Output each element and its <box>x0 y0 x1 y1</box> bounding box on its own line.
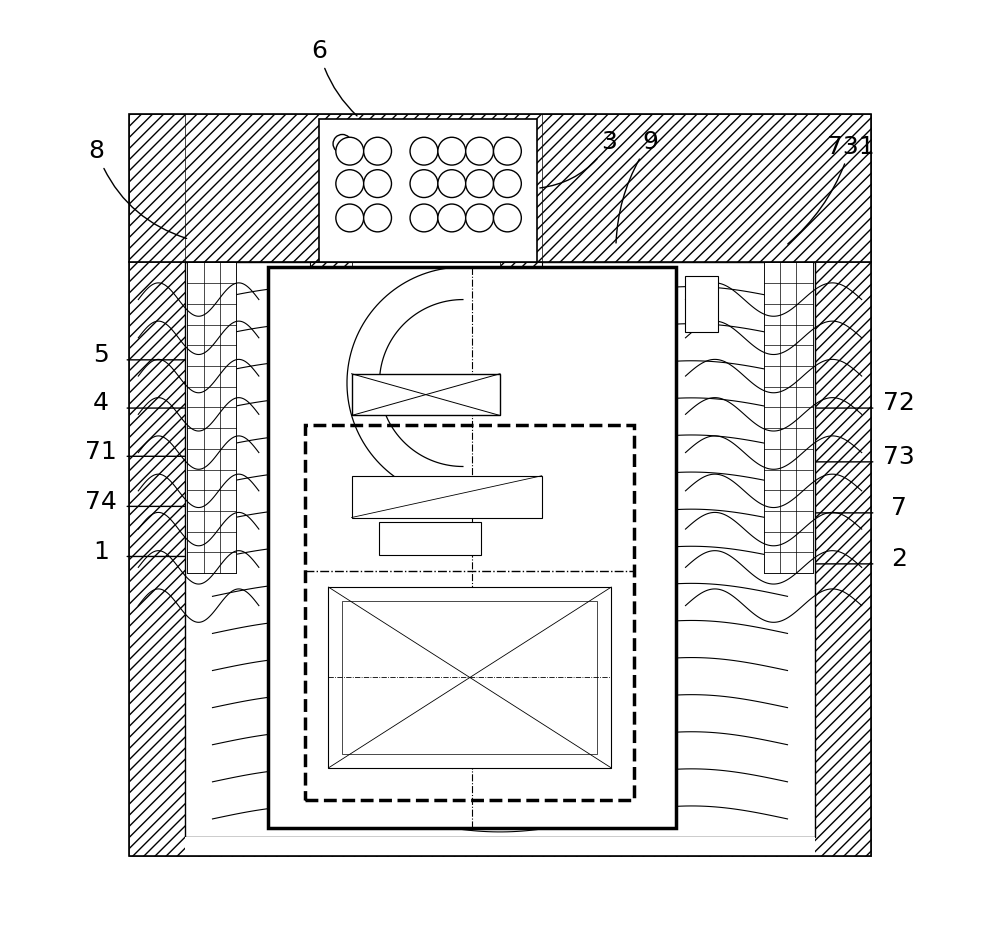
Bar <box>352 262 500 573</box>
Circle shape <box>336 170 364 198</box>
Bar <box>310 262 542 573</box>
Circle shape <box>410 170 438 198</box>
Circle shape <box>410 204 438 232</box>
Circle shape <box>494 170 521 198</box>
Circle shape <box>494 204 521 232</box>
Bar <box>310 262 352 573</box>
Text: 2: 2 <box>891 548 907 571</box>
Text: 7: 7 <box>891 496 907 521</box>
Circle shape <box>438 204 466 232</box>
Text: 731: 731 <box>788 134 874 244</box>
Text: 4: 4 <box>93 392 109 415</box>
Text: 72: 72 <box>883 392 915 415</box>
Bar <box>129 114 185 262</box>
Text: 6: 6 <box>311 39 357 116</box>
Bar <box>352 476 542 518</box>
Text: 9: 9 <box>616 130 658 243</box>
Bar <box>185 838 815 856</box>
Text: 73: 73 <box>883 445 915 469</box>
Circle shape <box>466 170 494 198</box>
Bar <box>129 114 871 856</box>
Bar <box>352 374 500 415</box>
Text: 1: 1 <box>93 540 109 564</box>
Bar <box>500 262 542 573</box>
Circle shape <box>466 204 494 232</box>
Circle shape <box>438 137 466 165</box>
Text: 8: 8 <box>89 139 187 239</box>
Circle shape <box>364 137 391 165</box>
Circle shape <box>364 170 391 198</box>
Bar <box>764 262 813 573</box>
Circle shape <box>333 134 352 153</box>
Bar <box>342 601 597 754</box>
Circle shape <box>364 204 391 232</box>
Circle shape <box>466 137 494 165</box>
Bar <box>319 118 537 262</box>
Text: 3: 3 <box>540 130 617 188</box>
Circle shape <box>494 137 521 165</box>
Circle shape <box>336 204 364 232</box>
Text: 74: 74 <box>85 490 117 514</box>
Text: 5: 5 <box>93 343 109 368</box>
Circle shape <box>438 170 466 198</box>
Bar <box>379 522 481 554</box>
Bar <box>685 276 718 332</box>
Bar <box>328 587 611 768</box>
Bar <box>305 425 634 801</box>
Bar <box>268 267 676 829</box>
Circle shape <box>410 137 438 165</box>
Bar <box>129 114 871 856</box>
Circle shape <box>336 137 364 165</box>
Bar <box>542 114 871 262</box>
Text: 71: 71 <box>85 439 117 464</box>
Bar <box>185 262 815 838</box>
Bar <box>187 262 236 573</box>
